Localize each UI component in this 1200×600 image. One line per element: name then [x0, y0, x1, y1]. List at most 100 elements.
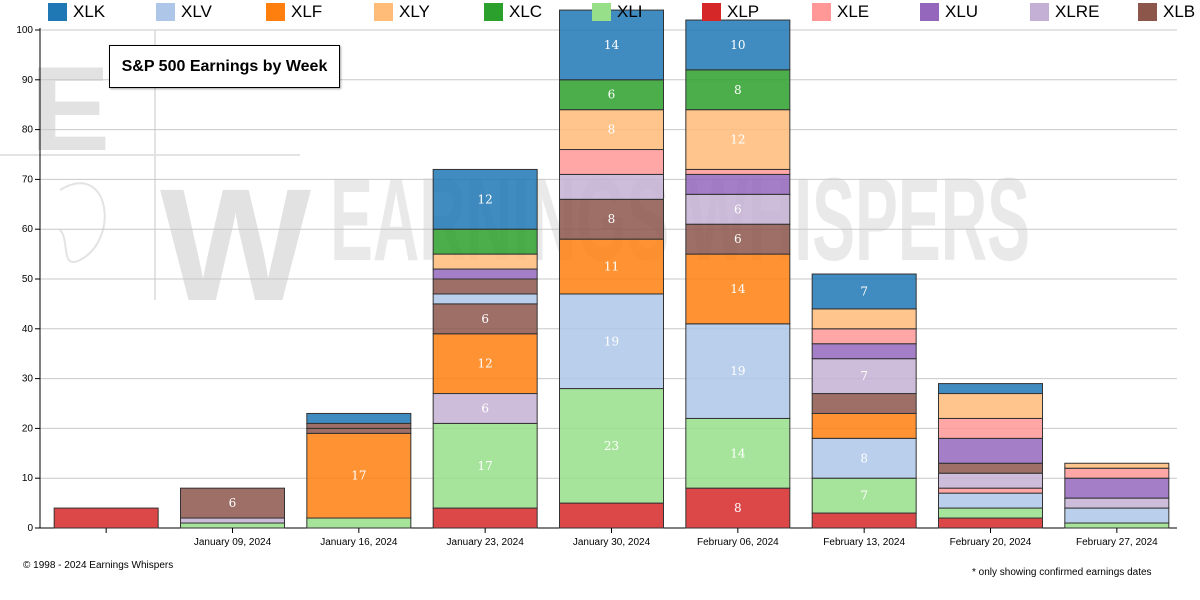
- bar-segment-xlre2[interactable]: [559, 173, 664, 200]
- legend-item-xlre[interactable]: XLRE: [1030, 2, 1099, 22]
- bar-segment-xlp[interactable]: [811, 512, 917, 529]
- bar-segment-xlc[interactable]: [559, 79, 664, 111]
- bar-segment-xlb[interactable]: [685, 223, 791, 255]
- x-tick-label: January 30, 2024: [573, 537, 651, 548]
- legend-label: XLE: [837, 2, 870, 21]
- bar-segment-xly[interactable]: [685, 109, 791, 170]
- legend-label: XLC: [509, 2, 543, 21]
- bar-segment-xly[interactable]: [938, 393, 1043, 419]
- legend-item-xlp[interactable]: XLP: [702, 2, 759, 22]
- data-label: 8: [608, 123, 616, 137]
- bar-segment-xlre[interactable]: [180, 517, 285, 524]
- bar-segment-xli[interactable]: [938, 507, 1043, 519]
- legend-item-xlv[interactable]: XLV: [156, 2, 212, 22]
- bar-segment-xly[interactable]: [1064, 462, 1170, 469]
- bar-segment-xlu[interactable]: [811, 343, 917, 360]
- bar-segment-xly[interactable]: [432, 253, 538, 270]
- bar-segment-xli[interactable]: [306, 517, 412, 529]
- bar-segment-xle2[interactable]: [938, 417, 1043, 439]
- bar-segment-xlu[interactable]: [685, 173, 791, 195]
- data-label: 8: [734, 83, 742, 97]
- data-label: 14: [730, 446, 746, 460]
- bar-segment-xlb[interactable]: [938, 462, 1043, 474]
- bar-segment-xlk[interactable]: [559, 9, 664, 81]
- legend-label: XLI: [617, 2, 643, 21]
- legend-label: XLK: [73, 2, 106, 21]
- bar-segment-xly[interactable]: [811, 308, 917, 330]
- y-tick-label: 40: [22, 324, 34, 335]
- bar-segment-xlb[interactable]: [306, 427, 412, 434]
- bar-segment-xli[interactable]: [811, 477, 917, 514]
- bar-segment-xle2[interactable]: [811, 328, 917, 345]
- data-label: 12: [478, 192, 493, 206]
- bar-segment-xle2[interactable]: [1064, 467, 1170, 479]
- legend-swatch: [156, 3, 175, 21]
- y-tick-label: 90: [22, 75, 34, 86]
- legend-item-xlu[interactable]: XLU: [920, 2, 978, 22]
- legend-item-xle[interactable]: XLE: [812, 2, 869, 22]
- y-tick-label: 10: [22, 473, 34, 484]
- bar-segment-xlk[interactable]: [306, 412, 412, 424]
- bar-segment-xlre2[interactable]: [811, 358, 917, 395]
- bar-segment-xlk[interactable]: [685, 19, 791, 71]
- bar-segment-xle2[interactable]: [685, 168, 791, 175]
- bar-segment-xlu[interactable]: [432, 268, 538, 280]
- y-tick-label: 50: [22, 274, 34, 285]
- y-tick-label: 0: [27, 523, 33, 534]
- bar-segment-xlb2[interactable]: [432, 278, 538, 295]
- legend-swatch: [1138, 3, 1157, 21]
- bar-segment-xlre[interactable]: [1064, 497, 1170, 509]
- bar-segment-xli[interactable]: [180, 522, 285, 529]
- legend-swatch: [592, 3, 611, 21]
- footnote: * only showing confirmed earnings dates: [972, 567, 1152, 578]
- data-label: 6: [481, 401, 489, 415]
- bar-segment-xlb[interactable]: [180, 487, 285, 519]
- data-label: 10: [730, 38, 745, 52]
- bar-segment-xlp[interactable]: [432, 507, 538, 529]
- data-label: 12: [478, 357, 493, 371]
- data-label: 6: [229, 496, 237, 510]
- legend-item-xlk[interactable]: XLK: [48, 2, 105, 22]
- legend-item-xly[interactable]: XLY: [374, 2, 430, 22]
- bar-segment-xlf[interactable]: [306, 432, 412, 519]
- bar-segment-xlb[interactable]: [811, 393, 917, 414]
- bar-segment-xlv[interactable]: [685, 323, 791, 419]
- legend-item-xlb[interactable]: XLB: [1138, 2, 1195, 22]
- bar-segment-xlu[interactable]: [938, 437, 1043, 464]
- bar-segment-xlb2[interactable]: [306, 422, 412, 429]
- bar-segment-xlp[interactable]: [938, 517, 1043, 529]
- bar-segment-xle2[interactable]: [559, 149, 664, 175]
- bar-segment-xlv[interactable]: [938, 492, 1043, 509]
- data-label: 7: [860, 284, 868, 298]
- legend-swatch: [702, 3, 721, 21]
- bar-segment-xlp[interactable]: [685, 487, 791, 529]
- bar-segment-xlk[interactable]: [811, 273, 917, 310]
- bar-segment-xlv[interactable]: [559, 293, 664, 390]
- bar-segment-xlc[interactable]: [432, 228, 538, 255]
- x-tick-label: January 09, 2024: [194, 537, 272, 548]
- bar-segment-xlc[interactable]: [685, 69, 791, 111]
- bar-segment-xly[interactable]: [559, 109, 664, 151]
- bar-segment-xlf[interactable]: [432, 333, 538, 395]
- bar-segment-xlp[interactable]: [559, 502, 664, 529]
- bar-segment-xli[interactable]: [559, 388, 664, 504]
- bar-segment-xli[interactable]: [1064, 522, 1170, 529]
- bar-segment-xlu[interactable]: [1064, 477, 1170, 499]
- x-tick-label: February 27, 2024: [1076, 537, 1158, 548]
- bar-segment-xli[interactable]: [685, 417, 791, 489]
- bar-segment-xlre[interactable]: [938, 472, 1043, 489]
- bar-segment-xlk[interactable]: [432, 168, 538, 230]
- bar-segment-xlv2[interactable]: [432, 293, 538, 305]
- bar-segment-xle[interactable]: [938, 487, 1043, 494]
- bar-segment-xlk[interactable]: [938, 383, 1043, 395]
- legend-item-xli[interactable]: XLI: [592, 2, 643, 22]
- x-tick-label: February 20, 2024: [950, 537, 1032, 548]
- bar-segment-xlf[interactable]: [811, 412, 917, 439]
- bar-segment-xlp[interactable]: [53, 507, 159, 529]
- bar-segment-xlb[interactable]: [559, 198, 664, 240]
- bar-segment-xli[interactable]: [432, 422, 538, 509]
- legend-item-xlf[interactable]: XLF: [266, 2, 322, 22]
- legend-swatch: [48, 3, 67, 21]
- legend-item-xlc[interactable]: XLC: [484, 2, 542, 22]
- bar-segment-xlv[interactable]: [1064, 507, 1170, 524]
